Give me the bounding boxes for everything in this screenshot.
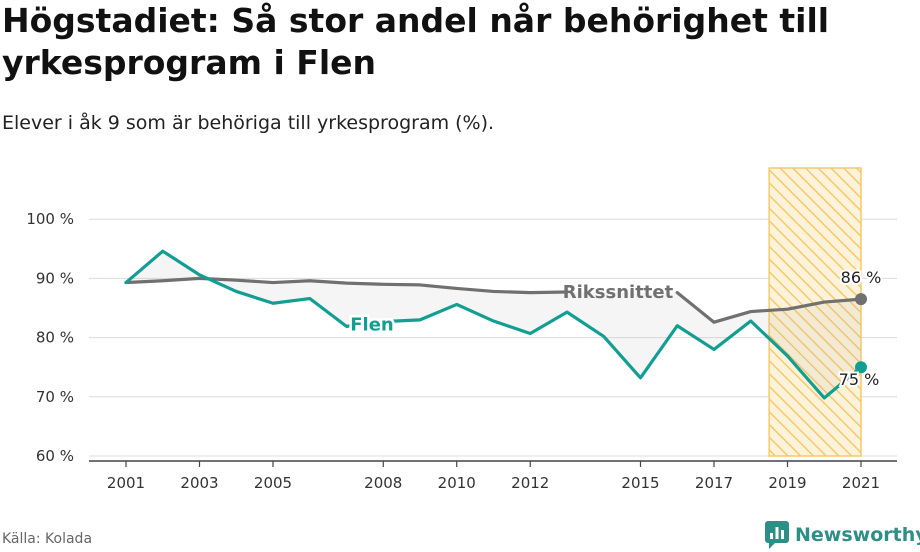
- y-tick-label: 90 %: [36, 269, 74, 287]
- end-label-rikssnittet: 86 %: [841, 268, 882, 287]
- y-tick-label: 80 %: [36, 329, 74, 347]
- end-label-flen: 75 %: [839, 370, 880, 389]
- series-line-rikssnittet: [124, 276, 569, 295]
- series-line-flen: [124, 249, 863, 400]
- x-tick-label: 2012: [511, 474, 549, 492]
- series-line-rikssnittet: [675, 291, 863, 324]
- series-label-flen: Flen: [350, 315, 394, 336]
- y-tick-label: 100 %: [26, 210, 74, 228]
- chart-title: Högstadiet: Så stor andel når behörighet…: [2, 1, 830, 82]
- line-chart: 60 % 70 % 80 % 90 % 100 % 2001 2003 2005 2008 201…: [26, 167, 897, 492]
- chart-subtitle: Elever i åk 9 som är behöriga till yrkes…: [2, 112, 495, 134]
- x-tick-label: 2017: [695, 474, 733, 492]
- x-tick-label: 2010: [438, 474, 476, 492]
- x-tick-label: 2005: [254, 474, 292, 492]
- x-tick-label: 2015: [621, 474, 659, 492]
- y-tick-label: 60 %: [36, 447, 74, 465]
- x-tick-label: 2008: [364, 474, 402, 492]
- x-tick-label: 2021: [842, 474, 880, 492]
- source-note: Källa: Kolada: [2, 531, 93, 547]
- brand-name: Newsworthy: [795, 524, 920, 546]
- x-tick-label: 2001: [107, 474, 145, 492]
- endpoint-flen: [855, 361, 867, 374]
- x-tick-label: 2003: [180, 474, 218, 492]
- newsworthy-logo-icon: [765, 521, 789, 549]
- endpoint-rikssnittet: [855, 293, 867, 306]
- difference-area: [126, 251, 861, 398]
- x-tick-label: 2019: [768, 474, 806, 492]
- y-tick-label: 70 %: [36, 388, 74, 406]
- series-label-rikssnittet: Rikssnittet: [563, 282, 674, 303]
- brand: Newsworthy: [765, 519, 920, 551]
- highlight-range: [768, 167, 862, 457]
